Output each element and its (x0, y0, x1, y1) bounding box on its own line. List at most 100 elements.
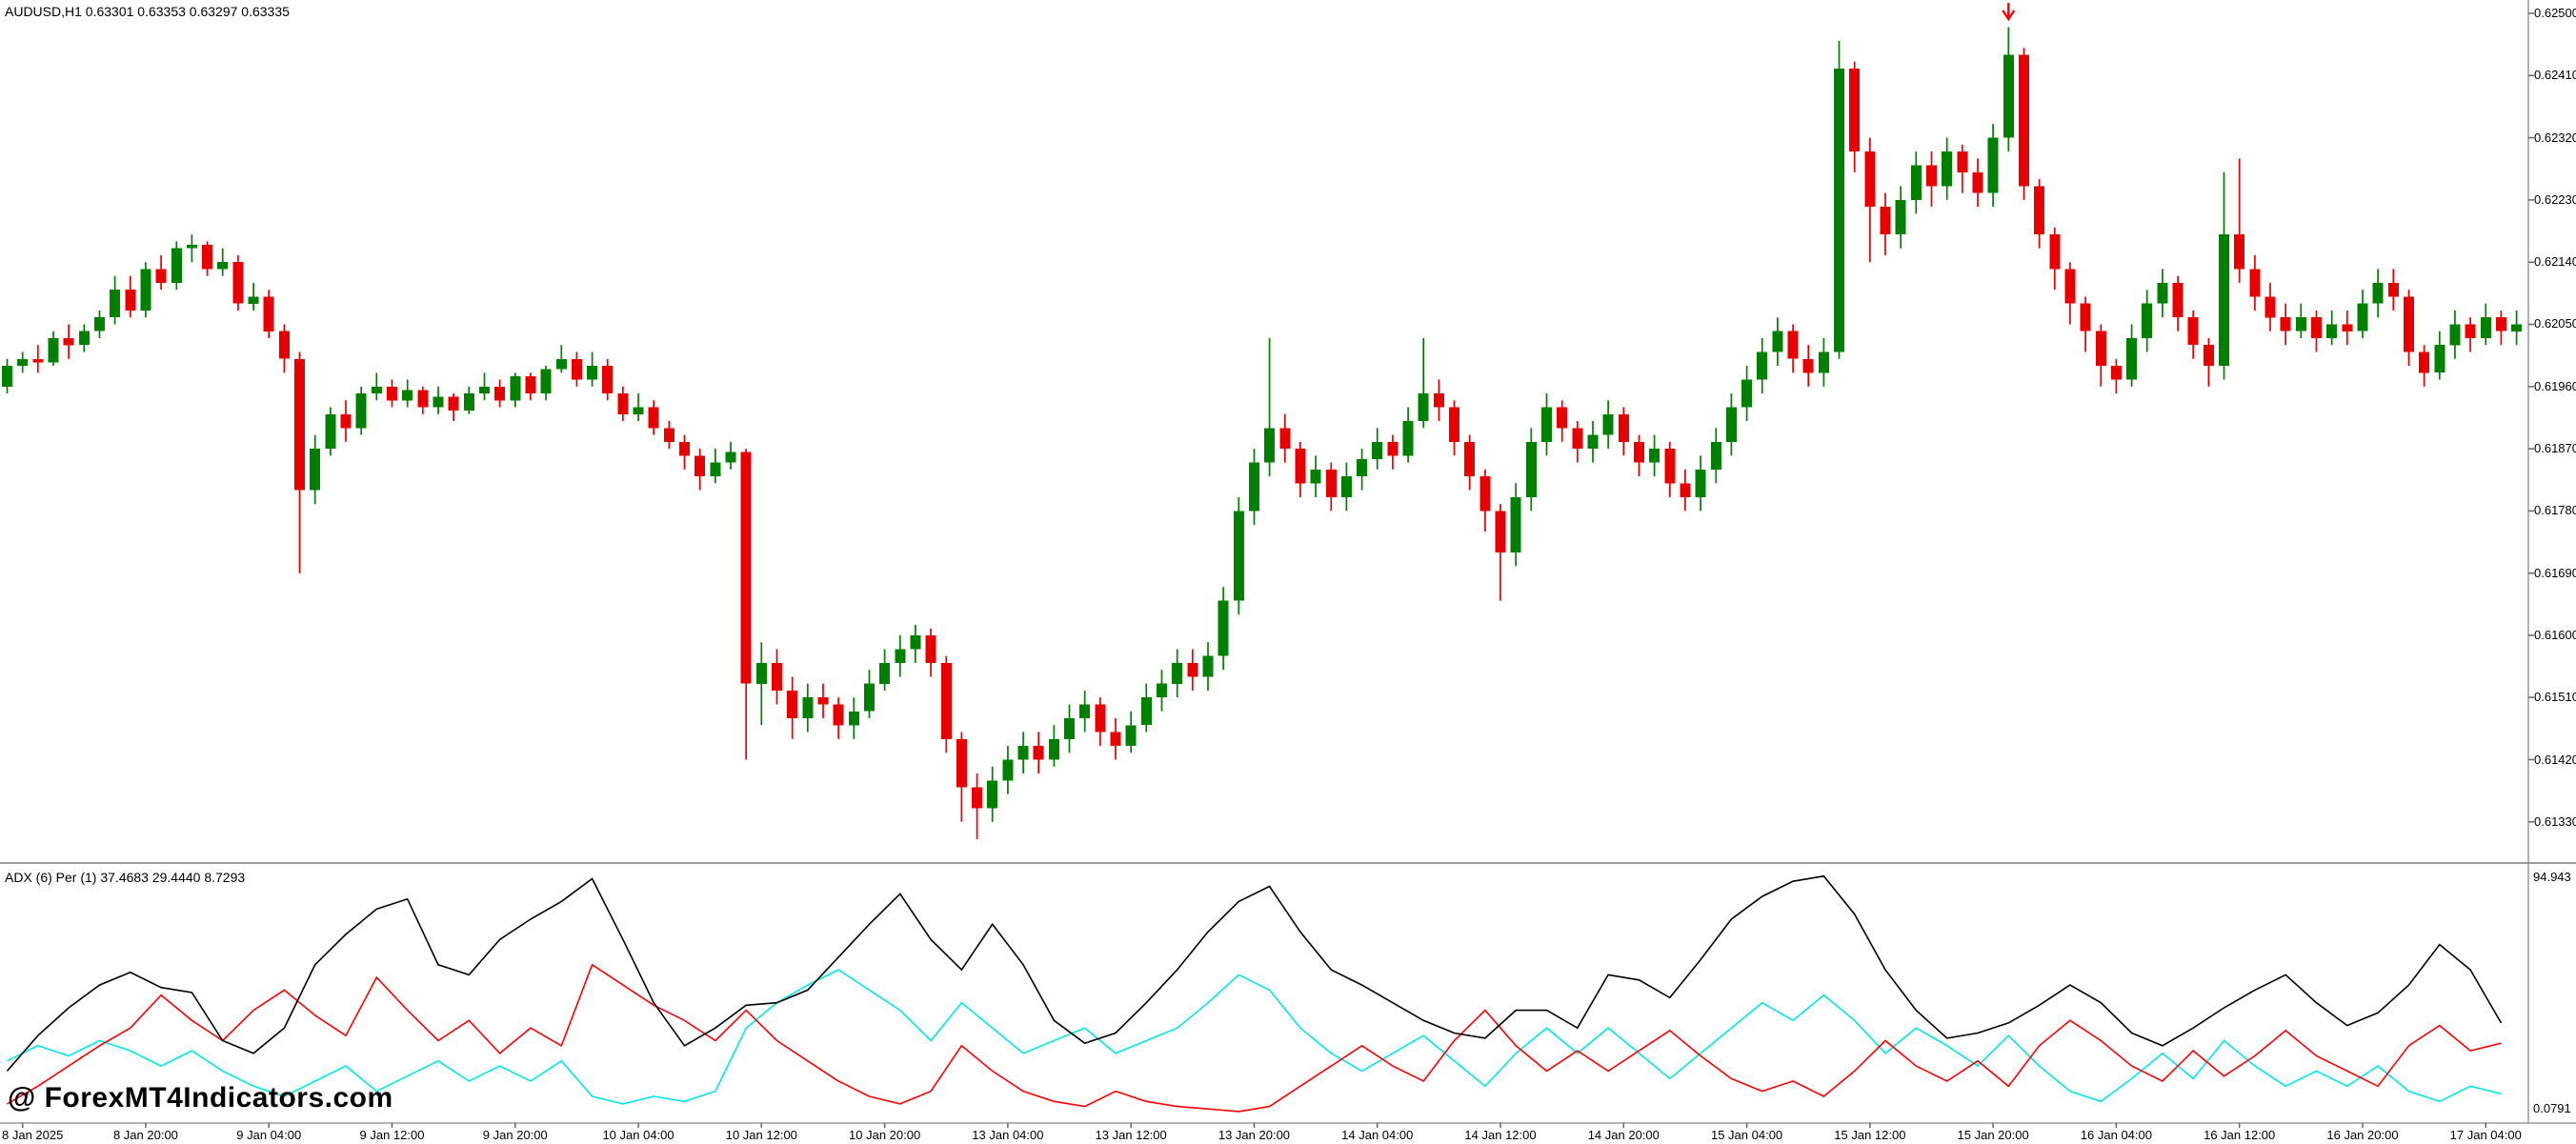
indicator-title: ADX (6) Per (1) 37.4683 29.4440 8.7293 (5, 870, 246, 885)
candle-body (1802, 358, 1814, 373)
candle-body (2372, 282, 2384, 304)
candle-body (1772, 331, 1783, 352)
candle-body (371, 386, 382, 394)
candle-body (1033, 746, 1044, 760)
price-axis-label: 0.62230 (2534, 191, 2576, 207)
candle-body (1664, 449, 1676, 484)
candle-body (1880, 207, 1891, 235)
candle-body (2495, 317, 2506, 331)
candle-body (925, 635, 936, 663)
price-axis-label: 0.62140 (2534, 254, 2576, 270)
time-axis-label: 15 Jan 04:00 (1710, 1128, 1783, 1142)
candle-body (1264, 428, 1276, 463)
candle-body (263, 296, 274, 331)
candle-body (802, 697, 814, 718)
candle-body (2049, 234, 2061, 270)
candle-body (895, 649, 906, 663)
candle-body (2419, 351, 2430, 373)
candle-body (2434, 345, 2445, 373)
candle-body (294, 358, 305, 491)
candle-body (17, 358, 29, 367)
candle-body (340, 413, 352, 429)
candle-body (1202, 655, 1214, 677)
price-axis-label: 0.61870 (2534, 441, 2576, 456)
candle-body (1910, 165, 1922, 200)
candle-body (355, 393, 367, 429)
minus-di-line (7, 969, 2502, 1105)
candle-body (694, 455, 706, 477)
candle-body (1233, 511, 1244, 601)
candle-body (48, 338, 59, 363)
candle-body (2034, 186, 2045, 235)
time-axis-label: 16 Jan 04:00 (2080, 1128, 2152, 1142)
candle-body (463, 393, 474, 411)
time-axis-label: 14 Jan 12:00 (1464, 1128, 1537, 1142)
candle-body (602, 366, 614, 393)
candle-body (325, 413, 336, 450)
candle-body (787, 691, 798, 718)
candle-body (2249, 269, 2261, 297)
candle-body (1187, 663, 1198, 677)
candle-body (2110, 366, 2122, 380)
candle-body (2280, 317, 2291, 331)
candle-body (1449, 407, 1459, 442)
candle-body (63, 338, 74, 346)
candle-body (110, 290, 121, 318)
candle-body (510, 375, 521, 401)
candle-body (1125, 725, 1137, 747)
candle-body (864, 683, 875, 712)
candle-body (540, 369, 552, 393)
candle-body (2404, 296, 2414, 352)
candle-body (1942, 151, 1953, 187)
candle-body (310, 449, 321, 491)
candle-body (1110, 732, 1121, 746)
candle-body (1310, 469, 1321, 484)
watermark: @ ForexMT4Indicators.com (8, 1082, 393, 1114)
time-axis-label: 13 Jan 04:00 (972, 1128, 1044, 1142)
symbol-ohlc-title: AUDUSD,H1 0.63301 0.63353 0.63297 0.6333… (5, 4, 290, 19)
candle-body (617, 393, 629, 414)
candle-body (1787, 331, 1799, 359)
candle-body (633, 407, 644, 414)
candle-body (1140, 697, 1152, 726)
candle-body (2480, 317, 2491, 338)
candle-body (1357, 458, 1368, 476)
time-axis-label: 9 Jan 04:00 (236, 1128, 302, 1142)
candle-body (2064, 269, 2076, 304)
candle-body (1495, 511, 1506, 552)
candle-body (2311, 317, 2322, 338)
candle-body (940, 663, 952, 739)
candle-body (232, 262, 244, 304)
time-axis-label: 8 Jan 20:00 (112, 1128, 178, 1142)
candle-body (1157, 683, 1167, 698)
price-axis-label: 0.61330 (2534, 813, 2576, 829)
candle-body (1572, 428, 1583, 450)
time-axis-label: 15 Jan 20:00 (1957, 1128, 2029, 1142)
candle-body (1433, 393, 1444, 408)
time-axis-label: 16 Jan 20:00 (2326, 1128, 2399, 1142)
candle-body (1479, 476, 1491, 512)
candle-body (1095, 704, 1106, 733)
candle-body (848, 711, 859, 726)
candle-body (525, 375, 536, 393)
candle-body (1602, 413, 1614, 435)
candle-body (1218, 600, 1229, 656)
candle-body (1926, 165, 1937, 187)
time-axis-label: 10 Jan 12:00 (725, 1128, 797, 1142)
candle-body (402, 390, 413, 401)
candle-body (1972, 171, 1983, 193)
candle-body (479, 386, 490, 394)
candle-body (125, 290, 136, 311)
time-axis-label: 15 Jan 12:00 (1834, 1128, 1906, 1142)
candle-body (1295, 449, 1306, 484)
candle-body (2326, 324, 2338, 338)
candle-body (140, 269, 151, 311)
time-axis-label: 9 Jan 12:00 (359, 1128, 425, 1142)
candle-body (171, 248, 182, 283)
candle-body (956, 738, 967, 788)
candle-body (1695, 469, 1706, 497)
candle-body (2080, 303, 2091, 331)
candle-body (32, 358, 44, 363)
candle-body (1418, 393, 1429, 421)
